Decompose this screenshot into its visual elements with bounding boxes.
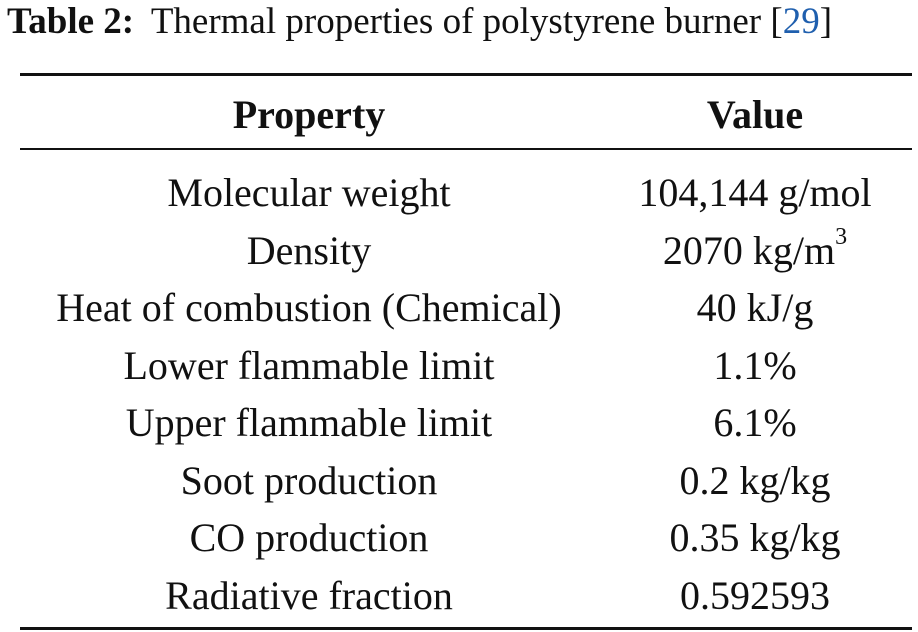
property-cell: CO production <box>189 515 429 560</box>
table-header-rule <box>20 148 912 150</box>
citation-link[interactable]: 29 <box>782 1 820 42</box>
table-row: Heat of combustion (Chemical) 40 kJ/g <box>20 279 912 337</box>
property-cell: Radiative fraction <box>165 572 453 618</box>
table-bottom-rule <box>20 627 912 630</box>
property-cell: Upper flammable limit <box>125 400 493 445</box>
table-row: Radiative fraction 0.592593 <box>20 567 912 625</box>
value-cell: 1.1% <box>713 342 797 388</box>
value-cell: 40 kJ/g <box>696 285 814 330</box>
value-cell: 0.592593 <box>680 572 830 618</box>
table-row: Soot production 0.2 kg/kg <box>20 452 912 510</box>
value-cell: 104,144 g/mol <box>638 170 872 215</box>
table-row: Density 2070 kg/m3 <box>20 222 912 280</box>
property-cell: Lower flammable limit <box>123 342 495 388</box>
value-cell: 2070 kg/m3 <box>662 224 848 273</box>
thermal-properties-table: Property Value Molecular weight 104,144 … <box>20 84 912 624</box>
header-property: Property <box>232 92 386 137</box>
property-cell: Molecular weight <box>167 170 451 215</box>
caption-text: Thermal properties of polystyrene burner <box>150 1 762 42</box>
caption-label: Table 2: <box>7 1 135 42</box>
value-cell: 0.35 kg/kg <box>669 515 841 560</box>
table-row: Upper flammable limit 6.1% <box>20 394 912 452</box>
header-value: Value <box>706 92 804 137</box>
property-cell: Density <box>246 227 372 273</box>
property-cell: Heat of combustion (Chemical) <box>56 285 562 330</box>
value-cell: 0.2 kg/kg <box>679 457 831 503</box>
citation-open: [ <box>761 1 783 42</box>
table-row: Molecular weight 104,144 g/mol <box>20 146 912 222</box>
property-cell: Soot production <box>180 457 438 503</box>
unit-superscript: 3 <box>835 224 848 251</box>
table-top-rule <box>20 73 912 76</box>
citation-close: ] <box>819 1 833 42</box>
value-cell: 6.1% <box>713 400 797 445</box>
table-header-row: Property Value <box>20 84 912 146</box>
table-row: CO production 0.35 kg/kg <box>20 509 912 567</box>
table-caption: Table 2: Thermal properties of polystyre… <box>7 0 832 44</box>
table-row: Lower flammable limit 1.1% <box>20 337 912 395</box>
